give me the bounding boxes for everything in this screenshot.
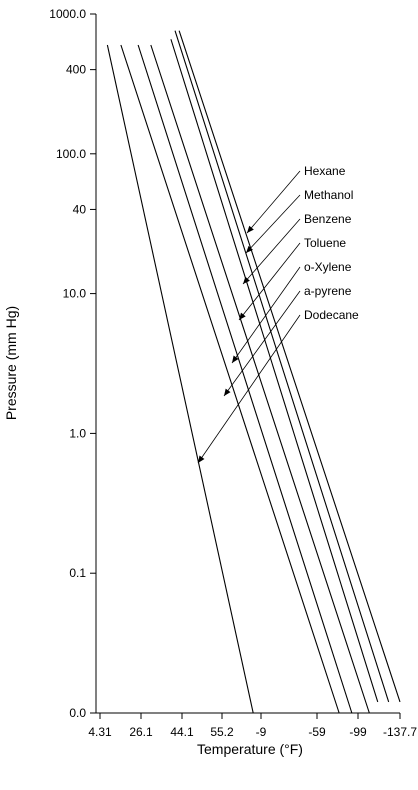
- x-axis-ticks: 4.31 26.1 44.1 55.2 -9 -59 -99 -137.7: [88, 713, 417, 739]
- y-axis-ticks: 1000.0 400 100.0 40 10.0 1.0 0.1 0.0: [49, 7, 96, 720]
- y-tick-label: 0.0: [69, 706, 86, 720]
- y-tick-label: 100.0: [56, 147, 86, 161]
- y-tick-label: 1.0: [69, 426, 86, 440]
- series-line-a-pyrene: [120, 44, 340, 714]
- x-tick-label: 44.1: [170, 725, 194, 739]
- leader-line: [197, 314, 301, 464]
- y-tick-label: 10.0: [63, 287, 87, 301]
- series-line-dodecane: [106, 44, 254, 714]
- arrowhead: [247, 225, 254, 233]
- series-label-hexane: Hexane: [304, 164, 346, 178]
- series-line-hexane: [178, 30, 401, 703]
- arrowhead: [198, 455, 205, 463]
- x-tick-label: -99: [349, 725, 367, 739]
- series-line-methanol: [174, 30, 390, 703]
- series-label-a-pyrene: a-pyrene: [304, 284, 352, 298]
- arrowhead: [246, 245, 253, 253]
- x-tick-label: -9: [256, 725, 267, 739]
- series-lines: [106, 30, 401, 714]
- series-label-toluene: Toluene: [304, 236, 346, 250]
- series-label-dodecane: Dodecane: [304, 308, 359, 322]
- y-tick-label: 0.1: [69, 566, 86, 580]
- y-tick-label: 40: [73, 202, 87, 216]
- leader-line: [223, 290, 301, 397]
- x-axis-title: Temperature (°F): [197, 741, 303, 757]
- arrowhead: [243, 276, 250, 284]
- y-axis-title: Pressure (mm Hg): [3, 306, 19, 420]
- series-line-toluene: [150, 44, 370, 714]
- y-tick-label: 400: [66, 63, 86, 77]
- arrowhead: [224, 388, 231, 396]
- x-tick-label: 4.31: [88, 725, 112, 739]
- leader-line: [238, 242, 301, 321]
- x-tick-label: -59: [308, 725, 326, 739]
- arrowhead: [232, 355, 239, 363]
- x-tick-label: 26.1: [129, 725, 153, 739]
- series-line-benzene: [170, 39, 379, 703]
- leader-line: [246, 170, 301, 234]
- series-label-methanol: Methanol: [304, 188, 353, 202]
- leader-line: [231, 266, 301, 364]
- x-tick-label: -137.7: [383, 725, 417, 739]
- y-tick-label: 1000.0: [49, 7, 86, 21]
- series-line-o-xylene: [137, 44, 353, 714]
- leader-line: [242, 218, 301, 285]
- leader-line: [245, 194, 301, 254]
- series-label-o-xylene: o-Xylene: [304, 260, 352, 274]
- series-labels: Hexane Methanol Benzene Toluene o-Xylene a-py…: [197, 164, 359, 464]
- x-tick-label: 55.2: [210, 725, 234, 739]
- series-label-benzene: Benzene: [304, 212, 352, 226]
- arrowhead: [239, 312, 246, 320]
